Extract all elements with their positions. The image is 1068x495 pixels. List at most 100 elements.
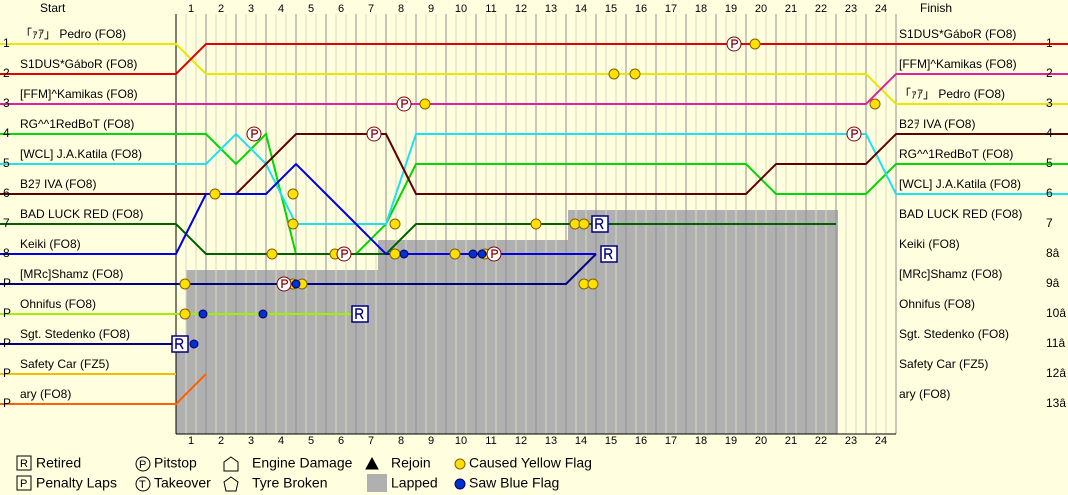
start-name: [MRc]Shamz (FO8) <box>20 267 123 281</box>
blue-flag <box>198 309 208 319</box>
start-position: 2 <box>3 66 10 80</box>
lap-label-top: 12 <box>515 3 527 15</box>
yellow-flag <box>608 68 620 80</box>
finish-position: 6 <box>1046 186 1053 200</box>
lap-label-bottom: 13 <box>545 435 557 447</box>
finish-position: 3 <box>1046 96 1053 110</box>
legend-blue-icon <box>454 478 466 490</box>
pitstop-glyph <box>851 129 859 138</box>
start-name: S1DUS*GáboR (FO8) <box>20 57 137 71</box>
start-name: ary (FO8) <box>20 387 71 401</box>
finish-name: S1DUS*GáboR (FO8) <box>899 27 1016 41</box>
blue-flag <box>399 249 409 259</box>
finish-name: Keiki (FO8) <box>899 237 960 251</box>
pitstop-glyph <box>371 129 379 138</box>
lap-label-top: 3 <box>248 3 254 15</box>
yellow-flag <box>287 188 299 200</box>
legend-label: Takeover <box>154 475 211 491</box>
lap-label-top: 15 <box>605 3 617 15</box>
yellow-flag <box>749 38 761 50</box>
start-position: P <box>3 366 11 380</box>
legend-label: Tyre Broken <box>252 475 327 491</box>
lap-label-bottom: 5 <box>308 435 314 447</box>
lap-label-top: 2 <box>218 3 224 15</box>
legend-icon-letter: T <box>139 479 146 491</box>
start-name: [FFM]^Kamikas (FO8) <box>20 87 138 101</box>
yellow-flag <box>629 68 641 80</box>
retired-glyph <box>604 248 613 260</box>
blue-flag <box>291 279 301 289</box>
blue-flag <box>477 249 487 259</box>
lap-label-bottom: 23 <box>845 435 857 447</box>
lap-label-top: 5 <box>308 3 314 15</box>
finish-name: BAD LUCK RED (FO8) <box>899 207 1022 221</box>
lap-label-top: 1 <box>188 3 194 15</box>
start-name: Keiki (FO8) <box>20 237 81 251</box>
legend-label: Retired <box>36 455 81 471</box>
finish-position: 12â <box>1046 366 1066 380</box>
finish-position: 4 <box>1046 126 1053 140</box>
legend-pitstop-icon <box>135 456 151 472</box>
lap-label-top: 20 <box>755 3 767 15</box>
yellow-flag <box>530 218 542 230</box>
lap-label-bottom: 2 <box>218 435 224 447</box>
yellow-flag <box>209 188 221 200</box>
lap-label-top: 10 <box>455 3 467 15</box>
driver-line <box>0 73 1068 105</box>
start-name: B2ｦ IVA (FO8) <box>20 177 96 191</box>
finish-name: ary (FO8) <box>899 387 950 401</box>
finish-name: Safety Car (FZ5) <box>899 357 988 371</box>
lap-label-bottom: 11 <box>485 435 496 447</box>
blue-flag <box>189 339 199 349</box>
finish-position: 1 <box>1046 36 1053 50</box>
pitstop-glyph <box>731 39 739 48</box>
start-position: 5 <box>3 156 10 170</box>
pitstop-glyph <box>281 279 289 288</box>
yellow-flag <box>869 98 881 110</box>
lap-label-bottom: 6 <box>338 435 344 447</box>
lap-label-bottom: 18 <box>695 435 707 447</box>
start-position: 3 <box>3 96 10 110</box>
finish-name: RG^^1RedBoT (FO8) <box>899 147 1013 161</box>
lap-label-bottom: 17 <box>665 435 677 447</box>
driver-line <box>0 373 207 405</box>
start-name: RG^^1RedBoT (FO8) <box>20 117 134 131</box>
start-position: P <box>3 306 11 320</box>
legend-icon-letter: P <box>20 478 27 490</box>
legend: R P P T <box>16 455 466 492</box>
yellow-flag <box>287 218 299 230</box>
finish-position: 10â <box>1046 306 1066 320</box>
yellow-flag <box>419 98 431 110</box>
yellow-flag <box>179 278 191 290</box>
retired-glyph <box>175 338 184 350</box>
lap-label-top: 6 <box>338 3 344 15</box>
legend-lapped-icon <box>367 474 387 492</box>
finish-name: [WCL] J.A.Katila (FO8) <box>899 177 1021 191</box>
start-position: P <box>3 336 11 350</box>
retired-glyph <box>355 308 364 320</box>
start-name: [WCL] J.A.Katila (FO8) <box>20 147 142 161</box>
start-position: P <box>3 276 11 290</box>
yellow-flag <box>578 218 590 230</box>
finish-name: [MRc]Shamz (FO8) <box>899 267 1002 281</box>
lap-label-top: 24 <box>875 3 887 15</box>
lap-label-bottom: 3 <box>248 435 254 447</box>
lap-label-top: 7 <box>368 3 374 15</box>
legend-label: Saw Blue Flag <box>469 475 559 491</box>
legend-tyre-icon <box>223 476 239 492</box>
lap-label-bottom: 15 <box>605 435 617 447</box>
finish-position: 7 <box>1046 216 1053 230</box>
lap-label-top: 13 <box>545 3 557 15</box>
legend-yellow-icon <box>454 458 466 470</box>
pitstop-glyph <box>341 249 349 258</box>
lap-label-top: 21 <box>785 3 797 15</box>
yellow-flag <box>389 218 401 230</box>
lap-label-top: 11 <box>485 3 496 15</box>
lap-label-bottom: 24 <box>875 435 887 447</box>
lapped-area <box>176 210 838 434</box>
start-position: P <box>3 396 11 410</box>
legend-rejoin-icon <box>365 456 379 470</box>
lap-label-top: 19 <box>725 3 737 15</box>
lap-label-bottom: 21 <box>785 435 797 447</box>
